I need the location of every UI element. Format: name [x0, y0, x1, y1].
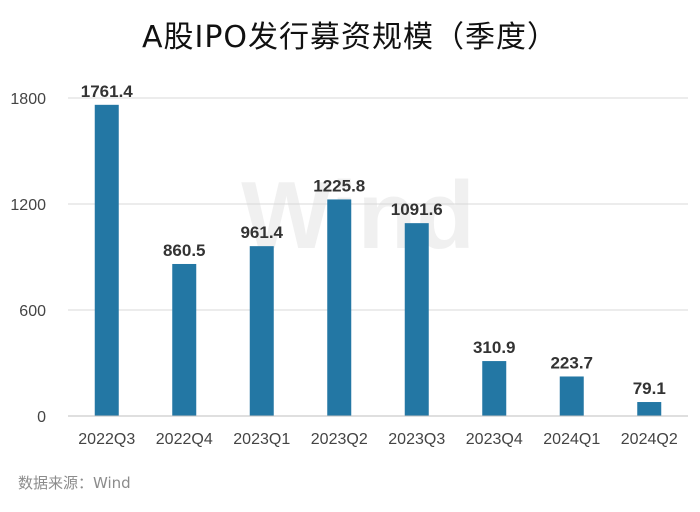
data-label-2023Q2: 1225.8 — [313, 176, 365, 195]
data-label-2022Q4: 860.5 — [163, 241, 206, 260]
data-label-2023Q3: 1091.6 — [391, 200, 443, 219]
x-tick-label-2022Q4: 2022Q4 — [156, 431, 213, 448]
x-tick-label-2023Q1: 2023Q1 — [233, 431, 290, 448]
y-tick-label: 0 — [37, 409, 46, 426]
bar-2023Q1 — [249, 246, 274, 416]
bars — [94, 104, 662, 416]
bar-2022Q4 — [172, 263, 197, 416]
data-label-2024Q2: 79.1 — [633, 379, 666, 398]
bar-2023Q3 — [404, 223, 429, 416]
source-note: 数据来源：Wind — [18, 474, 131, 492]
bar-2024Q1 — [559, 376, 584, 416]
x-axis-ticks: 2022Q3 2022Q4 2023Q1 2023Q2 2023Q3 2023Q4 2024… — [78, 431, 678, 448]
bar-2023Q4 — [482, 361, 507, 416]
bar-2022Q3 — [94, 104, 119, 416]
data-label-2023Q1: 961.4 — [240, 223, 283, 242]
watermark: Wind — [241, 162, 475, 269]
y-tick-label: 1800 — [10, 91, 46, 108]
y-tick-label: 600 — [19, 303, 46, 320]
x-tick-label-2024Q1: 2024Q1 — [543, 431, 600, 448]
data-labels: 1761.4 860.5 961.4 1225.8 1091.6 310.9 223.7 79… — [81, 82, 666, 398]
x-tick-label-2023Q4: 2023Q4 — [466, 431, 523, 448]
x-tick-label-2022Q3: 2022Q3 — [78, 431, 135, 448]
bar-2024Q2 — [637, 402, 662, 416]
x-tick-label-2024Q2: 2024Q2 — [621, 431, 678, 448]
bar-2023Q2 — [327, 199, 352, 416]
y-tick-label: 1200 — [10, 197, 46, 214]
data-label-2023Q4: 310.9 — [473, 338, 516, 357]
y-axis-ticks: 0 600 1200 1800 — [10, 91, 46, 426]
x-tick-label-2023Q3: 2023Q3 — [388, 431, 445, 448]
chart-title: A股IPO发行募资规模（季度） — [141, 20, 559, 55]
data-label-2024Q1: 223.7 — [550, 353, 593, 372]
x-tick-label-2023Q2: 2023Q2 — [311, 431, 368, 448]
data-label-2022Q3: 1761.4 — [81, 82, 134, 101]
gridlines — [68, 97, 688, 311]
